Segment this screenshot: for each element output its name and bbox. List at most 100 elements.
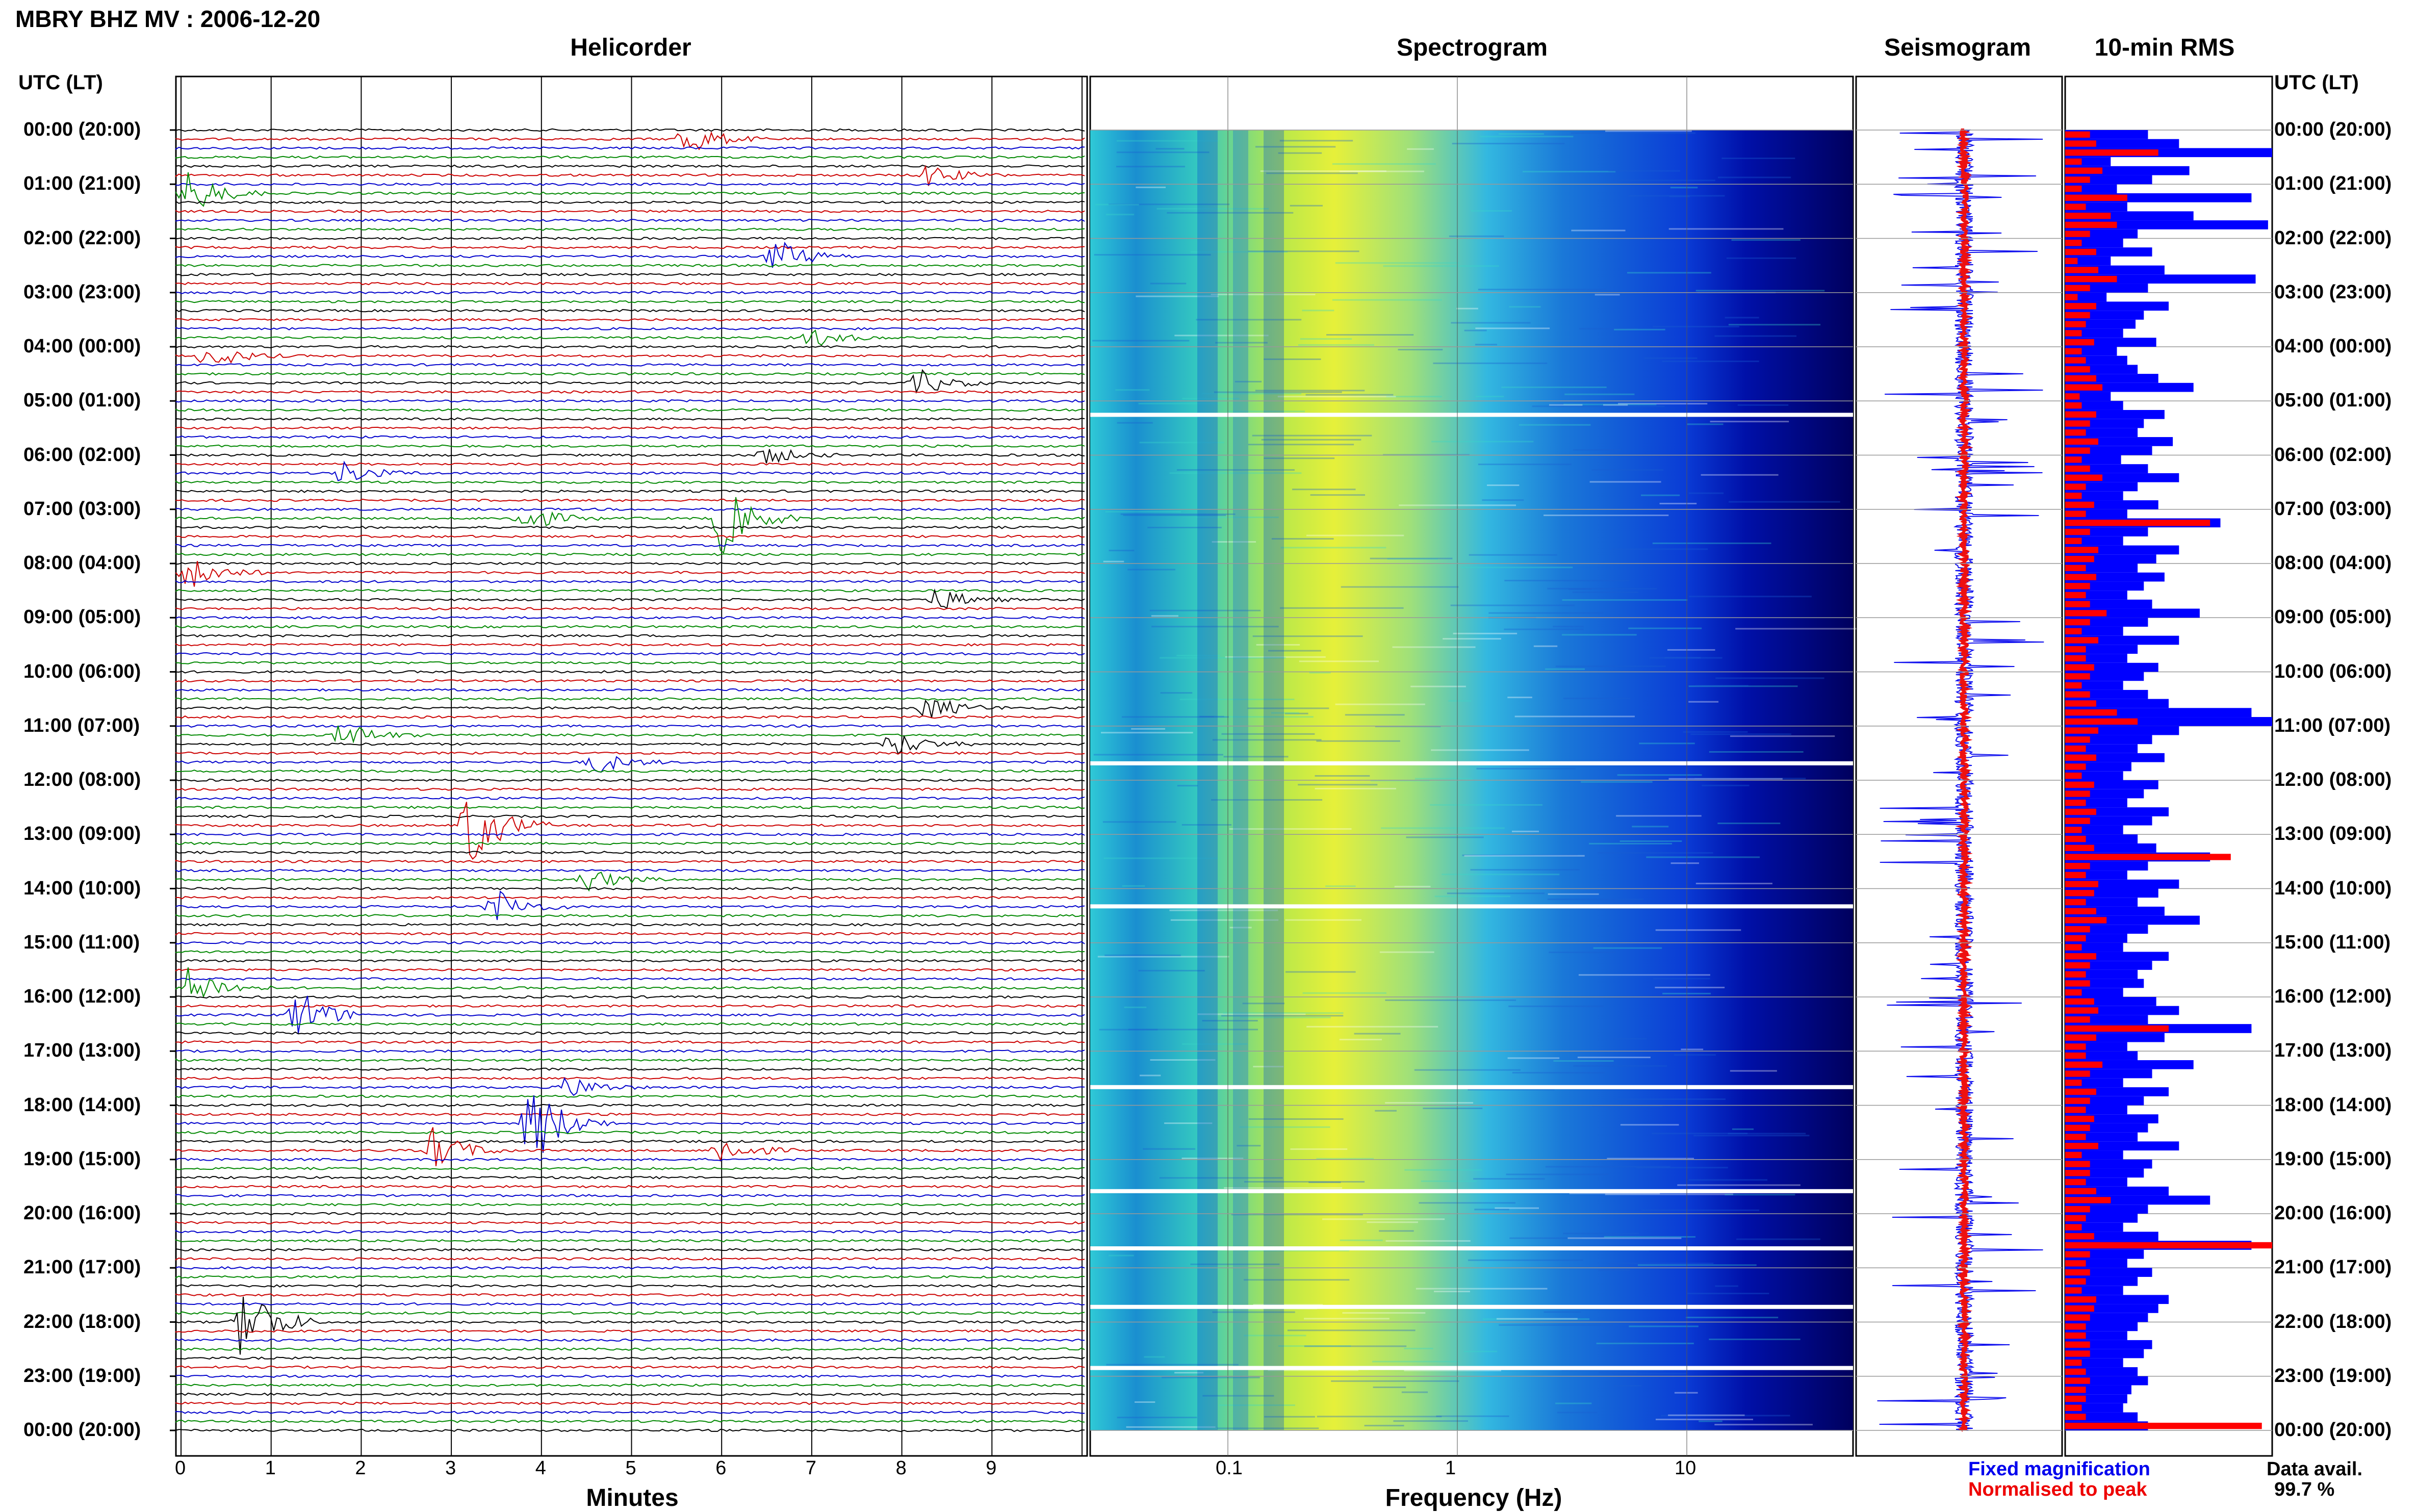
spectrogram-streak	[1306, 1026, 1438, 1028]
spectrogram-streak	[1415, 778, 1473, 780]
spectrogram-streak	[1290, 1148, 1348, 1150]
helicorder-trace	[175, 580, 1085, 583]
time-label-left: 00:00 (20:00)	[23, 1419, 141, 1441]
spectrogram-streak	[1423, 1108, 1483, 1110]
helicorder-trace	[175, 1131, 1085, 1134]
spectrogram-streak	[1508, 1005, 1604, 1007]
spectrogram-streak	[1414, 1069, 1521, 1071]
spectrogram-streak	[1164, 1122, 1213, 1124]
helicorder-trace	[175, 300, 1085, 303]
utc-label-left: UTC (LT)	[18, 71, 103, 94]
time-label-right: 18:00 (14:00)	[2274, 1094, 2392, 1116]
time-label-left: 22:00 (18:00)	[23, 1311, 141, 1332]
spectrogram-streak	[1191, 251, 1288, 253]
spectrogram-streak	[1603, 404, 1628, 406]
rms-bar-normalised	[2065, 1134, 2086, 1140]
spectrogram-streak	[1354, 1033, 1401, 1035]
rms-bar-normalised	[2065, 1043, 2086, 1050]
helicorder-trace	[175, 1067, 1085, 1071]
spectrogram-streak	[1169, 472, 1302, 474]
rms-bar-normalised	[2065, 1107, 2086, 1113]
minute-tick-label: 3	[445, 1457, 456, 1479]
time-label-right: 22:00 (18:00)	[2274, 1311, 2392, 1332]
rms-bar-normalised	[2065, 429, 2086, 436]
spectrogram-streak	[1340, 170, 1424, 172]
spectrogram-streak	[1316, 1158, 1374, 1160]
time-label-right: 03:00 (23:00)	[2274, 281, 2392, 303]
spectrogram-streak	[1456, 307, 1478, 310]
helicorder-trace	[175, 724, 1085, 728]
helicorder-trace	[175, 1077, 1085, 1080]
spectrogram-streak	[1668, 778, 1783, 780]
helicorder-trace	[175, 1103, 1085, 1107]
spectrogram-streak	[1595, 294, 1620, 296]
helicorder-trace	[175, 787, 1085, 791]
rms-bar-normalised	[2065, 1332, 2086, 1339]
spectrogram-streak	[1668, 1414, 1745, 1416]
spectrogram-streak	[1476, 767, 1576, 770]
spectrogram-streak	[1549, 404, 1583, 406]
spectrogram-streak	[1310, 494, 1365, 496]
rms-bar-normalised	[2065, 583, 2090, 590]
spectrogram-streak	[1264, 1416, 1315, 1418]
helicorder-trace	[175, 941, 1085, 945]
spectrogram-streak	[1687, 423, 1724, 425]
rms-bar-normalised	[2065, 547, 2098, 553]
helicorder-trace	[175, 1022, 1085, 1026]
spectrogram-streak	[1701, 474, 1779, 476]
spectrogram-streak	[1499, 1324, 1613, 1326]
minute-tick-label: 4	[535, 1457, 546, 1479]
rms-bar-normalised	[2065, 628, 2082, 635]
spectrogram-streak	[1448, 700, 1472, 702]
spectrogram-streak	[1199, 715, 1224, 717]
spectrogram-streak	[1169, 909, 1278, 911]
spectrogram-streak	[1480, 136, 1574, 138]
rms-bar-normalised	[2065, 158, 2082, 165]
spectrogram-streak	[1240, 1016, 1331, 1018]
helicorder-trace	[175, 131, 1085, 150]
legend-normalised: Normalised to peak	[1968, 1479, 2147, 1500]
helicorder-trace	[175, 932, 1085, 936]
spectrogram-streak	[1252, 635, 1363, 637]
time-label-right: 10:00 (06:00)	[2274, 660, 2392, 682]
rms-bar-normalised	[2065, 393, 2080, 400]
helicorder-trace	[175, 1058, 1085, 1062]
spectrogram-streak	[1406, 836, 1484, 838]
helicorder-trace	[175, 351, 1085, 364]
time-label-left: 18:00 (14:00)	[23, 1094, 141, 1116]
spectrogram-streak	[1548, 893, 1599, 895]
frequency-axis-label: Frequency (Hz)	[1385, 1484, 1562, 1511]
spectrogram-streak	[1160, 657, 1286, 659]
spectrogram-streak	[1637, 1264, 1757, 1266]
time-label-right: 14:00 (10:00)	[2274, 877, 2392, 899]
spectrogram-streak	[1431, 441, 1534, 443]
rms-bar-normalised	[2065, 1188, 2096, 1194]
helicorder-trace	[175, 489, 1085, 493]
spectrogram-streak	[1244, 1181, 1365, 1183]
helicorder-trace	[175, 1212, 1085, 1216]
rms-bar-normalised	[2065, 817, 2090, 824]
helicorder-trace	[175, 1194, 1085, 1197]
rms-bar-normalised	[2065, 637, 2098, 644]
spectrogram-streak	[1235, 380, 1262, 382]
time-label-right: 04:00 (00:00)	[2274, 336, 2392, 357]
rms-bar-normalised	[2065, 1115, 2094, 1122]
spectrogram-streak	[1306, 534, 1404, 536]
rms-bar-normalised	[2065, 1034, 2096, 1041]
helicorder-trace	[175, 1401, 1085, 1405]
spectrogram-streak	[1315, 775, 1370, 777]
spectrogram-streak	[1564, 393, 1635, 395]
spectrogram-streak	[1652, 1133, 1748, 1135]
time-label-right: 09:00 (05:00)	[2274, 606, 2392, 628]
rms-bar-normalised	[2065, 944, 2082, 951]
spectrogram-streak	[1092, 340, 1190, 342]
spectrogram-streak	[1167, 212, 1294, 214]
helicorder-trace	[175, 399, 1085, 403]
minute-tick-label: 0	[175, 1457, 186, 1479]
spectrogram-streak	[1106, 214, 1135, 216]
time-label-left: 13:00 (09:00)	[23, 823, 141, 845]
helicorder-trace	[175, 715, 1085, 719]
spectrogram-streak	[1655, 986, 1725, 988]
rms-bar-normalised	[2065, 474, 2103, 481]
spectrogram-streak	[1224, 1187, 1343, 1189]
